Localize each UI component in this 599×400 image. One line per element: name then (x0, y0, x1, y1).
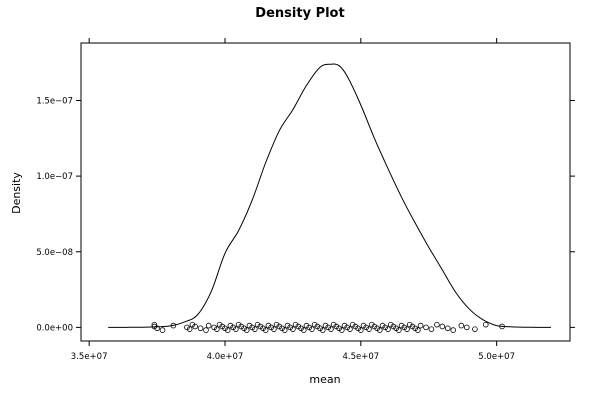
chart-title: Density Plot (255, 6, 344, 21)
rug-point (214, 326, 220, 332)
y-axis-label: Density (10, 172, 23, 214)
rug-point (472, 326, 478, 332)
y-tick-label: 1.5e−07 (36, 96, 73, 106)
density-curve (108, 63, 551, 328)
x-tick-label: 4.5e+07 (342, 352, 379, 362)
rug-point (328, 326, 334, 332)
rug-point (439, 323, 446, 330)
rug-point (205, 322, 212, 329)
rug-point (415, 327, 421, 333)
rug-point (423, 324, 429, 331)
rug-point (366, 326, 372, 332)
rug-point (482, 321, 489, 328)
rug-point (159, 327, 166, 333)
rug-point (192, 323, 198, 330)
rug-point (262, 327, 269, 333)
rug-point (404, 326, 410, 332)
rug-point (417, 322, 424, 329)
rug-point (186, 326, 193, 332)
rug-point (338, 327, 345, 333)
rug-point (385, 326, 391, 332)
rug-point (450, 327, 456, 333)
axis-tick-labels: 3.5e+07 4.0e+07 4.5e+07 5.0e+07 0.0e+00 5.0e−… (36, 96, 515, 362)
rug-point (224, 327, 231, 333)
rug-point (396, 327, 402, 333)
rug-point (444, 325, 451, 332)
rug-point (290, 326, 296, 332)
rug-point (281, 327, 288, 333)
y-tick-label: 0.0e+00 (36, 323, 73, 333)
rug-point (347, 326, 353, 332)
rug-point (377, 327, 383, 333)
plot-frame (80, 42, 571, 342)
rug-point (309, 326, 315, 332)
rug-point (271, 326, 277, 332)
rug-point (358, 327, 364, 333)
rug-point (243, 327, 250, 333)
rug-point (203, 327, 209, 333)
rug-point (197, 325, 204, 332)
rug-point (233, 326, 239, 332)
rug-point (499, 323, 505, 330)
x-tick-label: 5.0e+07 (478, 352, 515, 362)
y-tick-label: 1.0e−07 (36, 172, 73, 182)
axis-ticks (76, 38, 575, 346)
rug-point (252, 326, 258, 332)
rug-point (154, 325, 160, 332)
rug-point (434, 321, 440, 328)
rug-point (319, 327, 326, 333)
rug-point (463, 324, 470, 331)
rug-point (300, 327, 307, 333)
rug-point (458, 322, 465, 329)
rug-point (151, 321, 158, 328)
rug-point (428, 326, 435, 332)
x-axis-label: mean (309, 373, 340, 386)
rug-points (151, 321, 505, 333)
y-tick-label: 5.0e−08 (36, 248, 73, 258)
rug-point (170, 322, 177, 329)
x-tick-label: 4.0e+07 (207, 352, 244, 362)
x-tick-label: 3.5e+07 (71, 352, 108, 362)
